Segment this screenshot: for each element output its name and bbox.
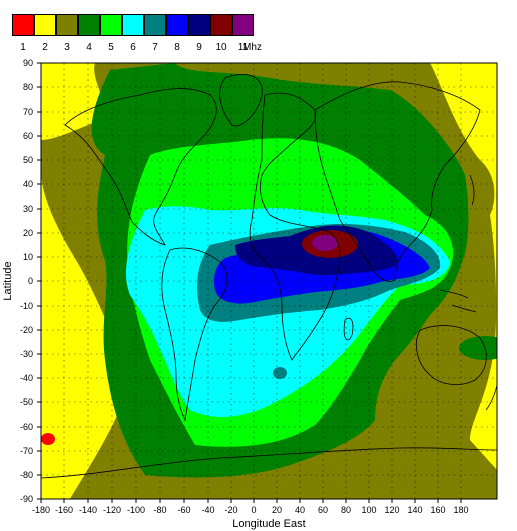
y-tick-label: 60 (23, 131, 33, 141)
y-tick-label: 40 (23, 179, 33, 189)
legend-swatch-5 (100, 14, 122, 36)
legend-label-11: 11 (237, 42, 249, 53)
x-tick-label: 160 (430, 505, 445, 515)
y-tick-label: 90 (23, 58, 33, 68)
y-tick-labels: 90 80 70 60 50 40 30 20 10 0 -10 -20 -30… (20, 58, 33, 504)
x-tick-label: 60 (318, 505, 328, 515)
y-tick-label: -20 (20, 325, 33, 335)
legend-label-5: 5 (108, 42, 114, 53)
y-tick-label: 30 (23, 204, 33, 214)
x-tick-label: -100 (127, 505, 145, 515)
y-tick-label: 20 (23, 228, 33, 238)
legend-label-2: 2 (42, 42, 48, 53)
legend-label-1: 1 (20, 42, 26, 53)
y-tick-label: 80 (23, 82, 33, 92)
map-grid (41, 63, 497, 499)
y-tick-label: -70 (20, 446, 33, 456)
y-tick-label: -90 (20, 494, 33, 504)
y-tick-label: -80 (20, 470, 33, 480)
legend-unit-label: Mhz (243, 42, 262, 53)
x-tick-label: -80 (153, 505, 166, 515)
y-axis-title: Latitude (2, 261, 14, 300)
legend-swatch-6 (122, 14, 144, 36)
x-tick-label: 120 (384, 505, 399, 515)
x-tick-label: 100 (361, 505, 376, 515)
legend-label-7: 7 (152, 42, 158, 53)
legend-label-6: 6 (130, 42, 136, 53)
y-tick-label: 70 (23, 107, 33, 117)
x-tick-marks (40, 499, 462, 503)
x-tick-label: -120 (103, 505, 121, 515)
legend-swatch-7 (144, 14, 166, 36)
x-tick-label: -180 (32, 505, 50, 515)
x-tick-label: -40 (201, 505, 214, 515)
x-tick-label: -140 (79, 505, 97, 515)
legend-swatch-9 (188, 14, 210, 36)
contour-patch-level-7 (273, 367, 287, 379)
legend-label-3: 3 (64, 42, 70, 53)
legend-swatch-10 (210, 14, 232, 36)
contour-layer (41, 63, 497, 499)
x-tick-label: 140 (407, 505, 422, 515)
y-tick-label: -40 (20, 373, 33, 383)
x-tick-label: 0 (251, 505, 256, 515)
legend-label-10: 10 (215, 42, 227, 53)
y-tick-marks (37, 62, 41, 500)
x-tick-label: 180 (453, 505, 468, 515)
legend-label-8: 8 (174, 42, 180, 53)
x-axis-title: Longitude East (232, 518, 305, 530)
legend-swatch-1 (12, 14, 34, 36)
legend-label-9: 9 (196, 42, 202, 53)
legend-swatch-3 (56, 14, 78, 36)
contour-level-11 (312, 235, 338, 251)
y-tick-label: -60 (20, 422, 33, 432)
x-tick-label: -20 (224, 505, 237, 515)
x-tick-label: 40 (295, 505, 305, 515)
legend-swatch-11 (232, 14, 254, 36)
contour-level-1 (41, 433, 55, 445)
x-tick-label: -60 (177, 505, 190, 515)
y-tick-label: -30 (20, 349, 33, 359)
y-tick-label: 0 (28, 276, 33, 286)
x-tick-label: -160 (55, 505, 73, 515)
legend-swatch-4 (78, 14, 100, 36)
frequency-legend: 1 2 3 4 5 6 7 8 9 10 11 (12, 14, 262, 54)
x-tick-label: 80 (341, 505, 351, 515)
legend-swatch-8 (166, 14, 188, 36)
y-tick-label: 10 (23, 252, 33, 262)
legend-swatch-2 (34, 14, 56, 36)
y-tick-label: -50 (20, 397, 33, 407)
y-tick-label: -10 (20, 301, 33, 311)
y-tick-label: 50 (23, 155, 33, 165)
x-tick-label: 20 (272, 505, 282, 515)
x-tick-labels: -180 -160 -140 -120 -100 -80 -60 -40 -20… (32, 505, 469, 515)
legend-label-4: 4 (86, 42, 92, 53)
